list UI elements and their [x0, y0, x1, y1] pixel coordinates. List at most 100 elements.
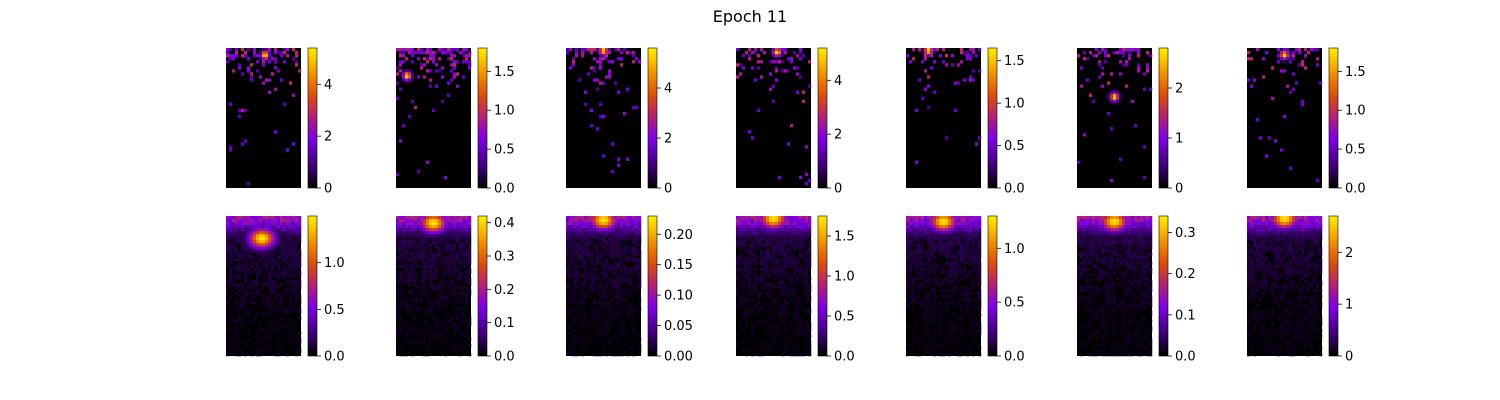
heatmap-cell — [632, 222, 636, 226]
heatmap-cell — [238, 310, 242, 314]
heatmap-cell — [432, 228, 436, 232]
heatmap-cell — [978, 231, 982, 235]
heatmap-cell — [921, 216, 925, 220]
heatmap-cell — [593, 255, 597, 259]
heatmap-cell — [1086, 219, 1090, 223]
heatmap-cell — [748, 252, 752, 256]
heatmap-cell — [921, 234, 925, 238]
heatmap-cell — [235, 301, 239, 305]
heatmap-cell — [748, 237, 752, 241]
heatmap-cell — [778, 240, 782, 244]
heatmap-cell — [763, 286, 767, 290]
heatmap-cell — [286, 237, 290, 241]
heatmap-cell — [241, 246, 245, 250]
heatmap-cell — [247, 310, 251, 314]
heatmap-cell — [1304, 66, 1308, 70]
heatmap-cell — [924, 51, 928, 55]
heatmap-cell — [605, 270, 609, 275]
heatmap-cell — [748, 261, 752, 265]
heatmap-cell — [930, 310, 934, 314]
heatmap-cell — [966, 255, 970, 259]
heatmap-cell — [757, 279, 761, 284]
heatmap-cell — [763, 255, 767, 259]
heatmap-cell — [280, 301, 284, 305]
heatmap-cell — [259, 325, 263, 329]
heatmap-cell — [566, 322, 570, 326]
heatmap-cell — [262, 298, 266, 302]
heatmap-cell — [632, 307, 636, 311]
heatmap-cell — [978, 328, 982, 332]
heatmap-cell — [799, 75, 803, 79]
heatmap-cell — [286, 148, 290, 152]
heatmap-cell — [1080, 84, 1084, 88]
heatmap-cell — [444, 231, 448, 235]
heatmap-cell — [951, 219, 955, 223]
heatmap-cell — [280, 322, 284, 326]
heatmap-cell — [274, 87, 278, 91]
heatmap-cell — [781, 310, 785, 314]
heatmap-cell — [948, 237, 952, 241]
heatmap-cell — [1122, 237, 1126, 241]
heatmap-cell — [238, 261, 242, 265]
heatmap-cell — [605, 57, 609, 61]
heatmap-cell — [286, 228, 290, 232]
heatmap-cell — [575, 279, 579, 284]
heatmap-cell — [778, 334, 782, 338]
heatmap-cell — [402, 234, 406, 238]
heatmap-cell — [736, 273, 740, 278]
heatmap-cell — [241, 325, 245, 329]
heatmap-cell — [602, 307, 606, 311]
heatmap-cell — [906, 325, 910, 329]
heatmap-cell — [590, 289, 594, 293]
heatmap-cell — [575, 234, 579, 238]
heatmap-cell — [396, 234, 400, 238]
heatmap-cell — [426, 243, 430, 247]
heatmap-cell — [787, 258, 791, 262]
heatmap-cell — [596, 258, 600, 262]
heatmap-cell — [280, 346, 284, 351]
heatmap-cell — [751, 231, 755, 235]
heatmap-cell — [1104, 48, 1108, 52]
heatmap-cell — [441, 264, 445, 268]
heatmap-cell — [906, 225, 910, 229]
heatmap-cell — [969, 276, 973, 281]
heatmap-cell — [566, 48, 570, 52]
heatmap-cell — [608, 264, 612, 268]
heatmap-cell — [1104, 51, 1108, 55]
heatmap-cell — [805, 273, 809, 278]
heatmap-cell — [1137, 69, 1141, 73]
heatmap-cell — [295, 261, 299, 265]
heatmap-cell — [972, 258, 976, 262]
heatmap-cell — [1083, 237, 1087, 241]
heatmap-cell — [399, 264, 403, 268]
heatmap-cell — [617, 237, 621, 241]
heatmap-cell — [402, 216, 406, 220]
heatmap-cell — [909, 228, 913, 232]
heatmap-cell — [456, 216, 460, 220]
heatmap-cell — [1143, 219, 1147, 223]
heatmap-cell — [286, 310, 290, 314]
heatmap-cell — [933, 273, 937, 278]
heatmap-cell — [942, 264, 946, 268]
heatmap-cell — [611, 276, 615, 281]
heatmap-cell — [927, 316, 931, 320]
heatmap-cell — [229, 346, 233, 351]
heatmap-cell — [945, 301, 949, 305]
heatmap-cell — [808, 307, 812, 311]
heatmap-cell — [1128, 237, 1132, 241]
heatmap-cell — [978, 352, 982, 357]
heatmap-cell — [617, 343, 621, 348]
heatmap-cell — [924, 301, 928, 305]
heatmap-cell — [927, 84, 931, 88]
heatmap-cell — [411, 219, 415, 223]
heatmap-cell — [975, 219, 979, 223]
heatmap-cell — [796, 234, 800, 238]
heatmap-cell — [292, 228, 296, 232]
colorbar-tick-label: 0.0 — [324, 350, 345, 365]
heatmap-cell — [1083, 225, 1087, 229]
heatmap-cell — [226, 258, 230, 262]
heatmap-cell — [1283, 69, 1287, 73]
heatmap-cell — [942, 252, 946, 256]
colorbar-tick-label: 4 — [834, 74, 842, 89]
heatmap-cell — [399, 237, 403, 241]
